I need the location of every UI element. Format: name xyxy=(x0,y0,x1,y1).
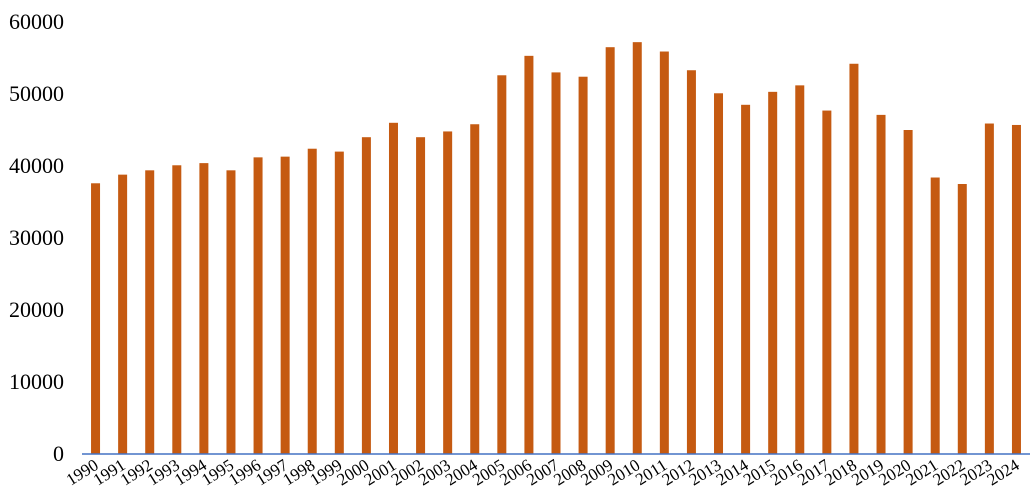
bar xyxy=(199,163,209,454)
bar xyxy=(91,183,101,454)
bars xyxy=(91,42,1021,455)
bar xyxy=(226,170,236,454)
bar xyxy=(849,63,859,454)
y-tick-label: 40000 xyxy=(9,153,64,178)
bar xyxy=(686,70,696,455)
y-axis-tick-labels: 0 10000 20000 30000 40000 50000 60000 xyxy=(9,9,64,466)
bar xyxy=(714,93,724,454)
bar xyxy=(903,130,913,454)
bar xyxy=(443,131,453,454)
bar xyxy=(416,137,426,454)
y-tick-label: 10000 xyxy=(9,369,64,394)
bar xyxy=(388,122,398,455)
bar xyxy=(822,110,832,454)
y-tick-label: 0 xyxy=(53,441,64,466)
bar xyxy=(605,47,615,454)
bar xyxy=(280,156,290,454)
bar xyxy=(172,165,182,454)
bar xyxy=(930,177,940,454)
bar xyxy=(307,148,317,454)
bar xyxy=(470,124,480,455)
bar xyxy=(578,76,588,454)
y-tick-label: 20000 xyxy=(9,297,64,322)
bar xyxy=(1011,124,1021,455)
y-tick-label: 50000 xyxy=(9,81,64,106)
bar xyxy=(253,157,263,455)
bar xyxy=(497,75,507,454)
bar xyxy=(118,174,128,454)
y-tick-label: 30000 xyxy=(9,225,64,250)
x-axis-tick-labels: 1990199119921993199419951996199719981999… xyxy=(63,455,1023,489)
bar xyxy=(551,72,561,455)
bar xyxy=(361,137,371,454)
bar xyxy=(334,151,344,454)
bar xyxy=(795,85,805,455)
bar xyxy=(145,170,155,454)
bar xyxy=(984,123,994,455)
x-tick-label: 2024 xyxy=(984,455,1023,489)
bar xyxy=(876,114,886,454)
bar xyxy=(524,55,534,455)
bar xyxy=(632,42,642,454)
y-tick-label: 60000 xyxy=(9,9,64,34)
bar xyxy=(957,184,967,454)
bar xyxy=(768,91,778,454)
bar xyxy=(741,104,751,455)
bar xyxy=(659,51,669,455)
